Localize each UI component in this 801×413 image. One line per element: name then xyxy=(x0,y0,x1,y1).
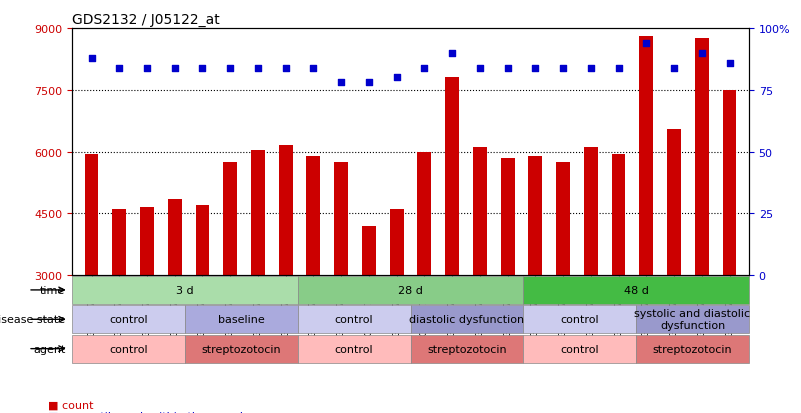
Point xyxy=(252,65,264,72)
Point xyxy=(667,65,680,72)
Bar xyxy=(279,146,292,399)
Bar xyxy=(523,306,636,334)
Bar xyxy=(167,199,182,399)
Bar xyxy=(501,159,514,399)
Bar xyxy=(390,210,404,399)
Text: control: control xyxy=(109,315,148,325)
Text: control: control xyxy=(561,344,599,354)
Point xyxy=(501,65,514,72)
Bar xyxy=(639,37,654,399)
Point xyxy=(113,65,126,72)
Text: time: time xyxy=(40,285,66,295)
Bar xyxy=(307,157,320,399)
Bar xyxy=(298,335,411,363)
Bar xyxy=(251,150,265,399)
Bar xyxy=(298,276,523,304)
Point xyxy=(695,50,708,57)
Bar xyxy=(636,335,749,363)
Bar xyxy=(612,154,626,399)
Point xyxy=(418,65,431,72)
Bar xyxy=(529,157,542,399)
Bar xyxy=(417,152,431,399)
Point xyxy=(585,65,598,72)
Point xyxy=(141,65,154,72)
Text: streptozotocin: streptozotocin xyxy=(202,344,281,354)
Bar xyxy=(556,163,570,399)
Text: control: control xyxy=(335,344,373,354)
Point xyxy=(85,55,98,62)
Text: 28 d: 28 d xyxy=(398,285,423,295)
Point xyxy=(307,65,320,72)
Text: ■ count: ■ count xyxy=(48,400,94,410)
Bar xyxy=(185,335,298,363)
Bar xyxy=(667,130,681,399)
Bar xyxy=(140,208,154,399)
Text: ■ percentile rank within the sample: ■ percentile rank within the sample xyxy=(48,411,250,413)
Bar xyxy=(473,148,487,399)
Text: streptozotocin: streptozotocin xyxy=(427,344,507,354)
Text: disease state: disease state xyxy=(0,315,66,325)
Bar xyxy=(195,206,209,399)
Bar xyxy=(298,306,411,334)
Bar xyxy=(72,335,185,363)
Bar xyxy=(72,306,185,334)
Bar xyxy=(584,148,598,399)
Bar xyxy=(523,276,749,304)
Point xyxy=(280,65,292,72)
Bar xyxy=(185,306,298,334)
Bar xyxy=(334,163,348,399)
Bar xyxy=(411,306,523,334)
Point xyxy=(445,50,458,57)
Text: 3 d: 3 d xyxy=(176,285,194,295)
Text: GDS2132 / J05122_at: GDS2132 / J05122_at xyxy=(72,12,219,26)
Point xyxy=(473,65,486,72)
Point xyxy=(529,65,541,72)
Point xyxy=(335,80,348,86)
Bar xyxy=(112,210,127,399)
Point xyxy=(223,65,236,72)
Bar xyxy=(223,163,237,399)
Point xyxy=(723,60,736,67)
Bar xyxy=(523,335,636,363)
Text: 48 d: 48 d xyxy=(624,285,649,295)
Text: control: control xyxy=(109,344,148,354)
Point xyxy=(363,80,376,86)
Bar xyxy=(411,335,523,363)
Text: diastolic dysfunction: diastolic dysfunction xyxy=(409,315,525,325)
Bar xyxy=(636,306,749,334)
Bar xyxy=(72,276,298,304)
Text: streptozotocin: streptozotocin xyxy=(653,344,732,354)
Bar xyxy=(85,154,99,399)
Bar xyxy=(362,226,376,399)
Text: agent: agent xyxy=(33,344,66,354)
Text: baseline: baseline xyxy=(218,315,264,325)
Point xyxy=(640,40,653,47)
Text: systolic and diastolic
dysfunction: systolic and diastolic dysfunction xyxy=(634,309,751,330)
Text: control: control xyxy=(561,315,599,325)
Point xyxy=(196,65,209,72)
Point xyxy=(390,75,403,81)
Text: control: control xyxy=(335,315,373,325)
Bar xyxy=(723,90,736,399)
Point xyxy=(612,65,625,72)
Bar xyxy=(694,39,709,399)
Bar xyxy=(445,78,459,399)
Point xyxy=(557,65,570,72)
Point xyxy=(168,65,181,72)
